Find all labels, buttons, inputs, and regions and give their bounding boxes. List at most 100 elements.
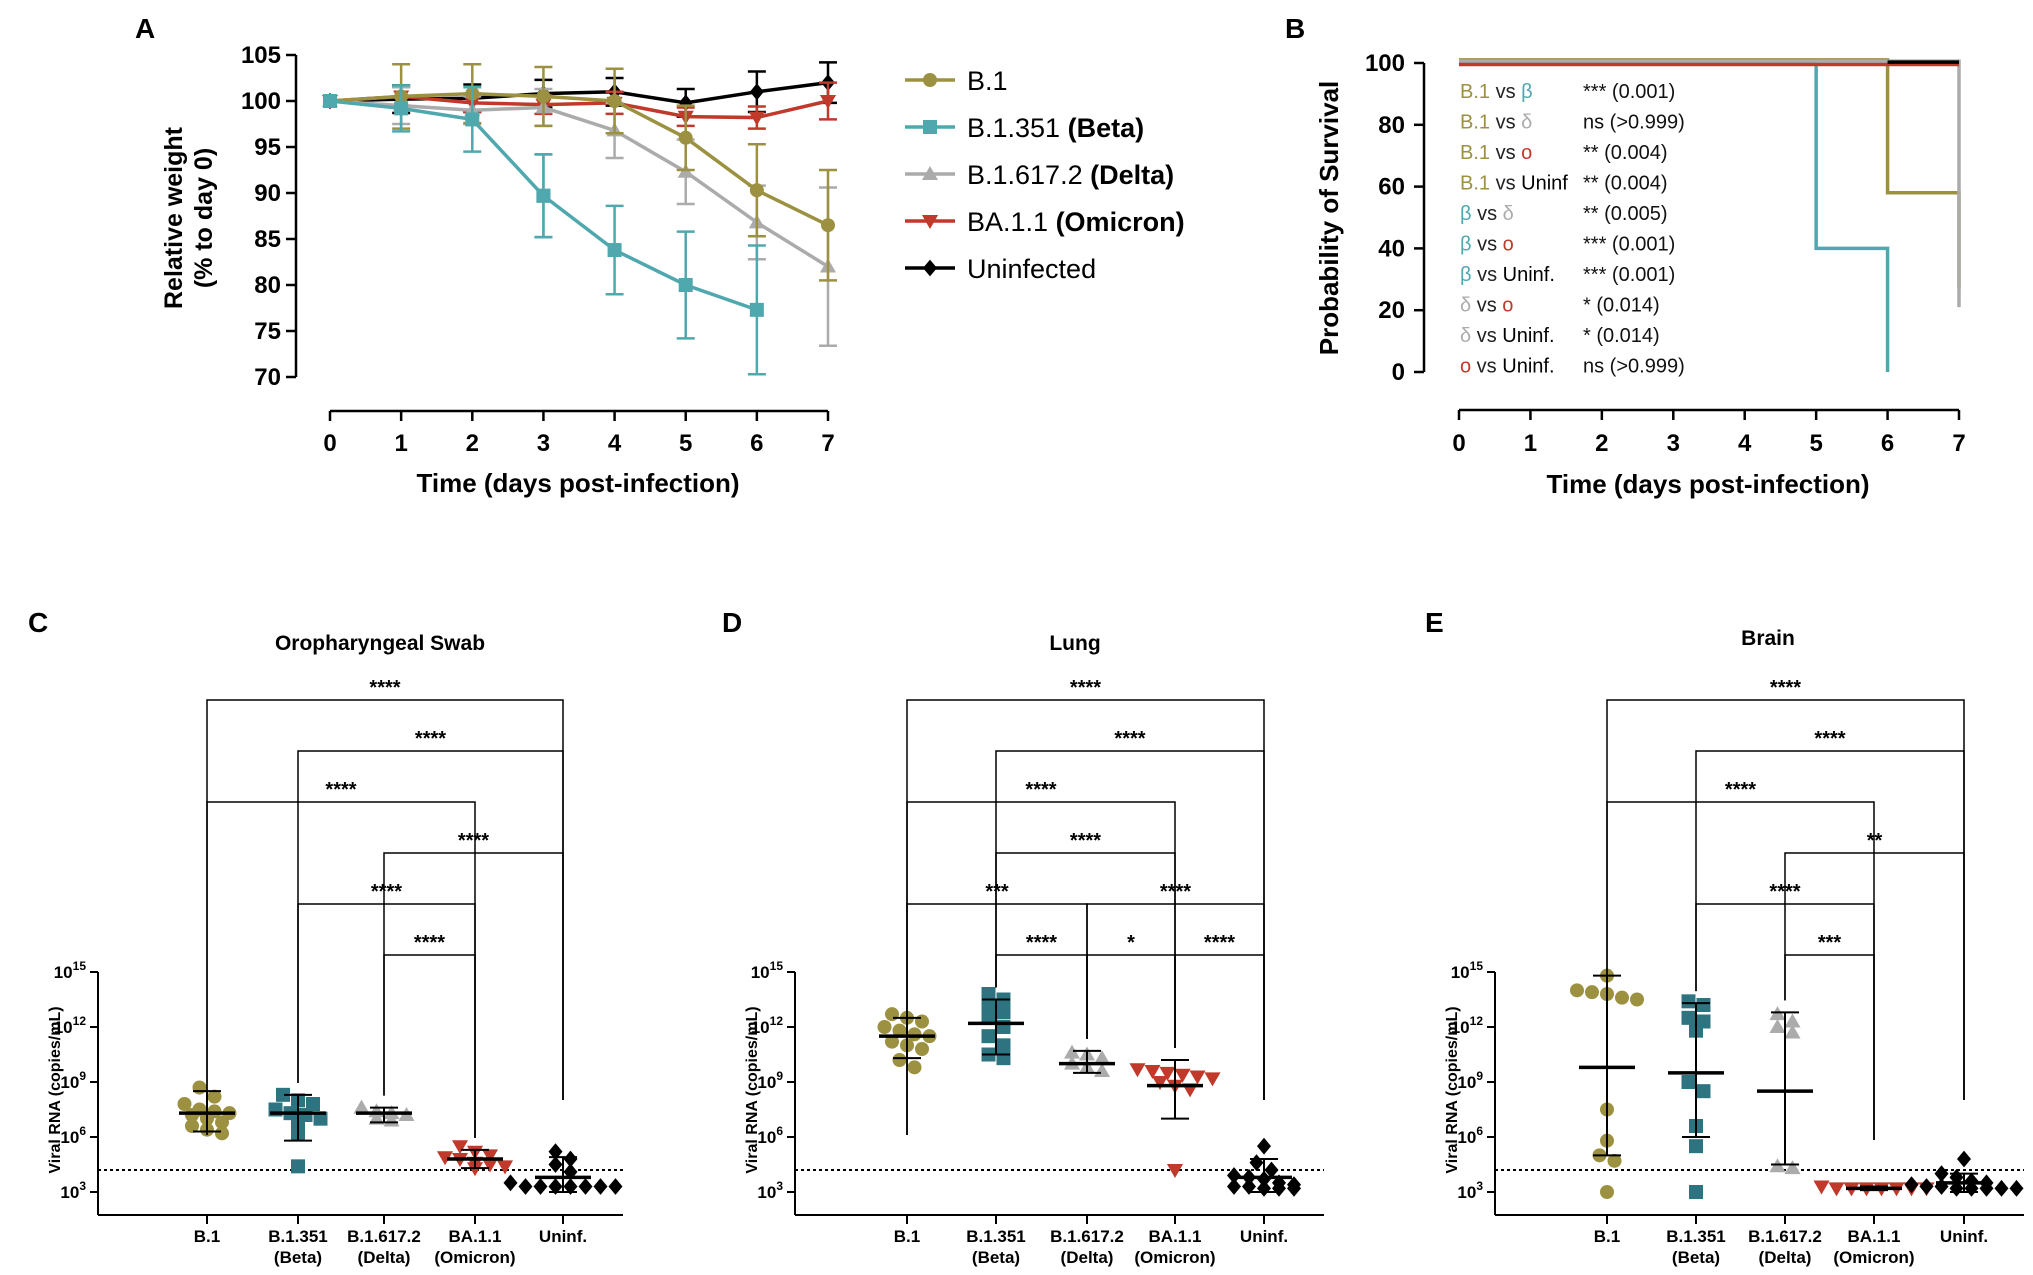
swab-y-tick-label: 106 [60, 1124, 86, 1147]
swab-significance-label: **** [371, 881, 402, 903]
weight-y-tick-label: 75 [254, 318, 281, 345]
weight-y-tick-label: 95 [254, 134, 281, 161]
swab-x-tick-label: Uninf. [539, 1227, 587, 1246]
legend-marker [921, 165, 939, 180]
lung-x-tick-label: Uninf. [1240, 1227, 1288, 1246]
survival-x-tick-label: 1 [1524, 430, 1537, 457]
weight-y-tick-label: 100 [241, 88, 281, 115]
lung-data-point [915, 1014, 929, 1029]
weight-series-line [329, 99, 545, 197]
weight-xlabel: Time (days post-infection) [416, 468, 739, 498]
weight-data-point [819, 95, 837, 110]
swab-significance-label: **** [458, 830, 489, 852]
swab-significance-label: **** [325, 779, 356, 801]
comparison-group-a: δ [1460, 325, 1471, 347]
lung-data-point [981, 1010, 996, 1025]
comparison-group-a: δ [1460, 295, 1471, 317]
panel-label-a: A [135, 13, 155, 44]
brain-data-point [1934, 1178, 1949, 1195]
lung-significance-label: **** [1070, 677, 1101, 699]
comparison-label: o vs Uninf. [1460, 356, 1555, 378]
legend-marker [923, 120, 937, 134]
weight-chart: Relative weight (% to day 0) Time (days … [160, 42, 1185, 498]
lung-significance-bracket [995, 852, 1176, 1048]
lung-x-tick-sublabel: (Delta) [1061, 1248, 1114, 1267]
swab-tick-exponent: 12 [73, 1014, 87, 1028]
brain-significance-label: ** [1867, 830, 1883, 852]
brain-tick-base: 10 [1451, 963, 1470, 982]
lung-significance-label: *** [985, 881, 1009, 903]
swab-x-tick-label: BA.1.1 [449, 1227, 502, 1246]
lung-significance-label: **** [1114, 728, 1145, 750]
weight-y-tick-label: 70 [254, 364, 281, 391]
swab-data-point [313, 1111, 328, 1126]
swab-data-point [548, 1143, 563, 1161]
survival-x-tick-label: 4 [1738, 430, 1752, 457]
lung-tick-base: 10 [757, 1128, 776, 1147]
lung-tick-exponent: 12 [770, 1014, 784, 1028]
brain-tick-exponent: 6 [1476, 1124, 1483, 1138]
comparison-pvalue: *** (0.001) [1583, 81, 1675, 103]
comparison-group-b: o [1521, 142, 1532, 164]
lung-significance-bracket [1174, 954, 1265, 1100]
swab-data-point [353, 1099, 370, 1114]
swab-chart: Oropharyngeal Swab Viral RNA (copies/mL)… [47, 632, 623, 1267]
weight-x-tick-label: 1 [394, 430, 407, 457]
lung-tick-exponent: 9 [776, 1069, 783, 1083]
lung-ylabel: Viral RNA (copies/mL) [744, 1006, 761, 1173]
lung-x-tick-label: B.1.351 [966, 1227, 1026, 1246]
lung-data-point [1227, 1178, 1241, 1195]
weight-x-tick-label: 2 [466, 430, 479, 457]
brain-x-tick-label: B.1.617.2 [1748, 1227, 1822, 1246]
comparison-vs: vs [1490, 112, 1521, 134]
comparison-label: δ vs o [1460, 295, 1513, 317]
lung-data-point [981, 987, 996, 1001]
comparison-vs: vs [1471, 325, 1502, 347]
lung-tick-base: 10 [751, 1018, 770, 1037]
weight-data-point [749, 302, 764, 317]
lung-data-point [885, 1034, 899, 1049]
swab-data-point [177, 1097, 192, 1111]
brain-data-point [1696, 1084, 1711, 1099]
comparison-group-a: β [1460, 203, 1472, 225]
comparison-group-a: B.1 [1460, 81, 1490, 103]
comparison-group-a: o [1460, 356, 1471, 378]
comparison-group-b: δ [1521, 112, 1532, 134]
legend-label: BA.1.1 (Omicron) [967, 207, 1185, 237]
swab-data-point [368, 1110, 385, 1125]
legend-marker [923, 259, 937, 277]
weight-data-point [607, 94, 622, 108]
brain-tick-exponent: 15 [1470, 959, 1484, 973]
swab-y-tick-label: 1015 [54, 959, 87, 982]
weight-ylabel-line1: Relative weight [160, 126, 188, 309]
swab-significance-label: **** [415, 728, 446, 750]
comparison-group-b: Uninf. [1502, 325, 1554, 347]
swab-data-point [466, 1162, 484, 1177]
brain-significance-bracket [1695, 750, 1965, 1100]
brain-significance-label: *** [1818, 932, 1842, 954]
comparison-group-b: Uninf. [1503, 264, 1555, 286]
swab-data-point [451, 1140, 469, 1155]
weight-data-point [536, 89, 551, 104]
brain-significance-label: **** [1814, 728, 1845, 750]
weight-data-point [678, 94, 693, 112]
lung-significance-label: **** [1025, 779, 1056, 801]
weight-data-point [607, 243, 622, 258]
legend-label-variant: (Omicron) [1056, 207, 1185, 237]
swab-y-tick-label: 1012 [54, 1014, 87, 1037]
swab-significance-bracket [383, 852, 564, 1100]
brain-data-point [1696, 998, 1711, 1012]
lung-data-point [1227, 1167, 1241, 1184]
comparison-group-b: Uninf. [1502, 356, 1554, 378]
lung-data-point [885, 1007, 899, 1022]
brain-x-tick-sublabel: (Delta) [1759, 1248, 1812, 1267]
lung-y-tick-label: 1012 [751, 1014, 784, 1037]
lung-title: Lung [1049, 632, 1100, 655]
lung-significance-label: **** [1070, 830, 1101, 852]
lung-tick-exponent: 6 [776, 1124, 783, 1138]
survival-x-tick-label: 0 [1452, 430, 1465, 457]
lung-significance-bracket [1086, 954, 1176, 1048]
comparison-pvalue: *** (0.001) [1583, 264, 1675, 286]
comparison-vs: vs [1490, 173, 1521, 195]
comparison-pvalue: ns (>0.999) [1583, 112, 1685, 134]
